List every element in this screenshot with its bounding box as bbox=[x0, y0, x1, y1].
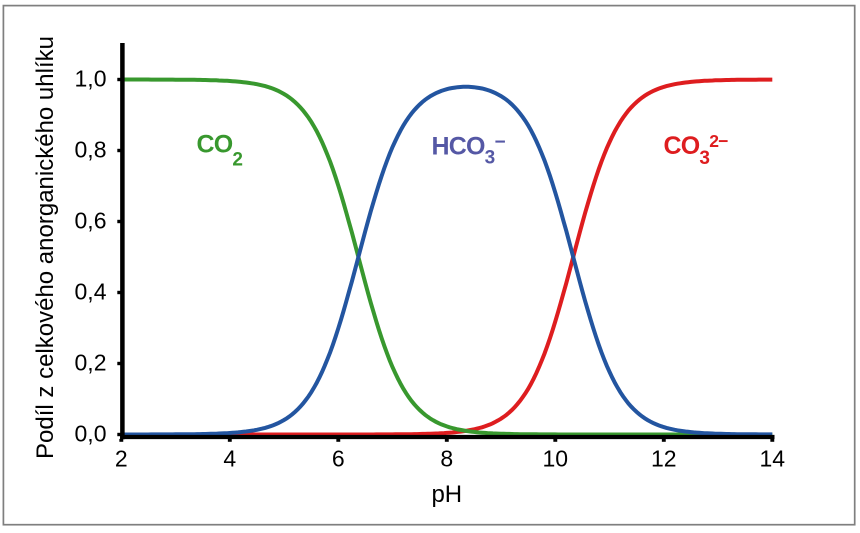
svg-text:2: 2 bbox=[115, 446, 128, 472]
svg-text:8: 8 bbox=[440, 446, 453, 472]
svg-text:12: 12 bbox=[651, 446, 677, 472]
svg-text:pH: pH bbox=[431, 481, 462, 508]
svg-text:0,8: 0,8 bbox=[75, 137, 107, 163]
svg-text:4: 4 bbox=[223, 446, 236, 472]
svg-text:Podíl z celkového anorganickéh: Podíl z celkového anorganického uhlíku bbox=[32, 36, 59, 459]
svg-text:10: 10 bbox=[543, 446, 569, 472]
svg-text:0,6: 0,6 bbox=[75, 208, 107, 234]
svg-text:1,0: 1,0 bbox=[75, 66, 107, 92]
svg-text:0,2: 0,2 bbox=[75, 350, 107, 376]
svg-text:0,4: 0,4 bbox=[75, 279, 107, 305]
svg-text:6: 6 bbox=[332, 446, 345, 472]
svg-text:0,0: 0,0 bbox=[75, 421, 107, 447]
svg-text:14: 14 bbox=[760, 446, 786, 472]
